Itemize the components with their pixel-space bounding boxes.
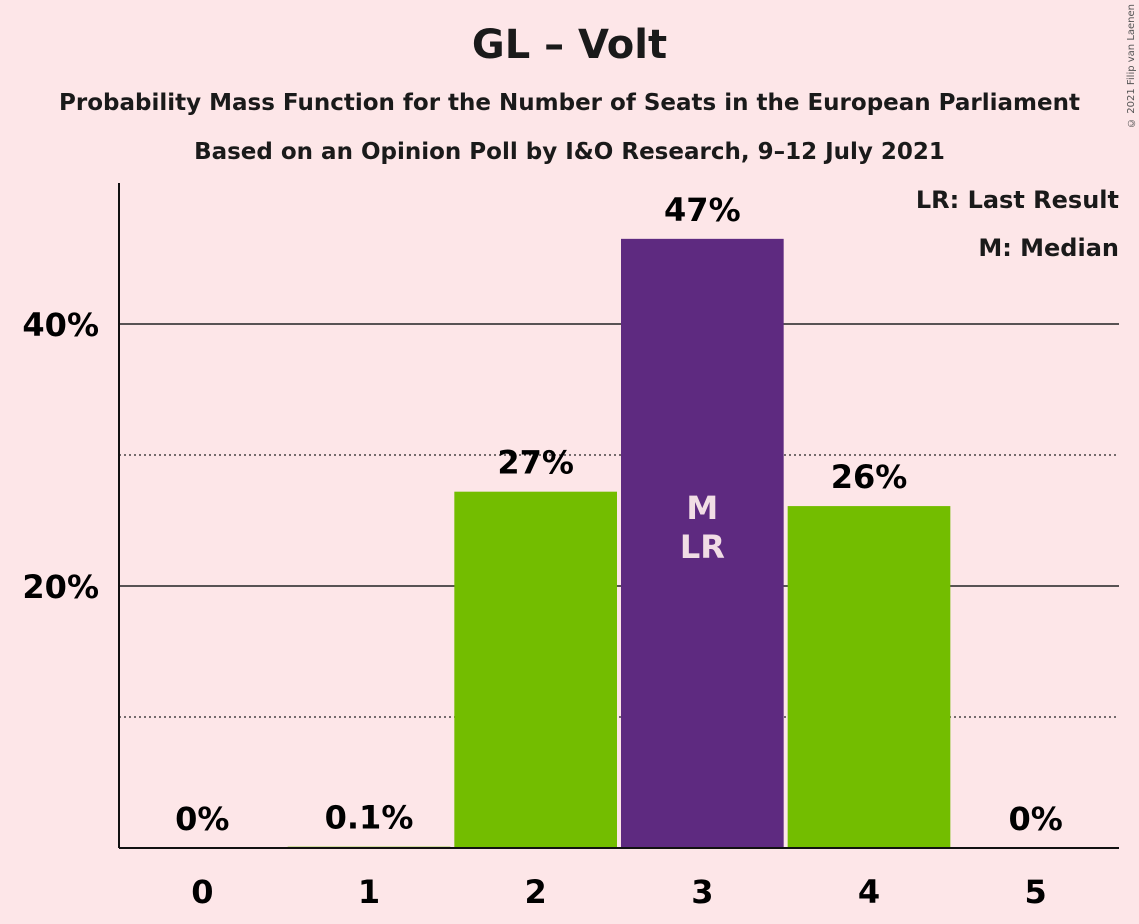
- median-marker: M: [686, 489, 718, 527]
- data-label: 0%: [175, 800, 229, 838]
- x-tick-label: 1: [358, 873, 380, 911]
- x-tick-label: 2: [525, 873, 547, 911]
- data-label: 0.1%: [325, 799, 414, 837]
- y-tick-label: 20%: [22, 568, 99, 606]
- chart-subtitle-source: Based on an Opinion Poll by I&O Research…: [194, 139, 945, 165]
- x-tick-label: 3: [691, 873, 713, 911]
- data-label: 47%: [664, 191, 741, 229]
- chart-subtitle: Probability Mass Function for the Number…: [59, 90, 1080, 116]
- legend-last-result: LR: Last Result: [915, 186, 1119, 214]
- last-result-marker: LR: [680, 528, 725, 566]
- data-label: 27%: [497, 444, 574, 482]
- bar: [787, 506, 951, 848]
- legend-median: M: Median: [978, 234, 1119, 262]
- y-tick-label: 40%: [22, 306, 99, 344]
- bar: [621, 238, 784, 849]
- data-label: 0%: [1009, 800, 1063, 838]
- x-tick-label: 4: [858, 873, 880, 911]
- bar: [454, 491, 617, 848]
- x-tick-label: 0: [191, 873, 213, 911]
- x-tick-label: 5: [1025, 873, 1047, 911]
- chart-title: GL – Volt: [471, 22, 668, 68]
- data-label: 26%: [831, 458, 908, 496]
